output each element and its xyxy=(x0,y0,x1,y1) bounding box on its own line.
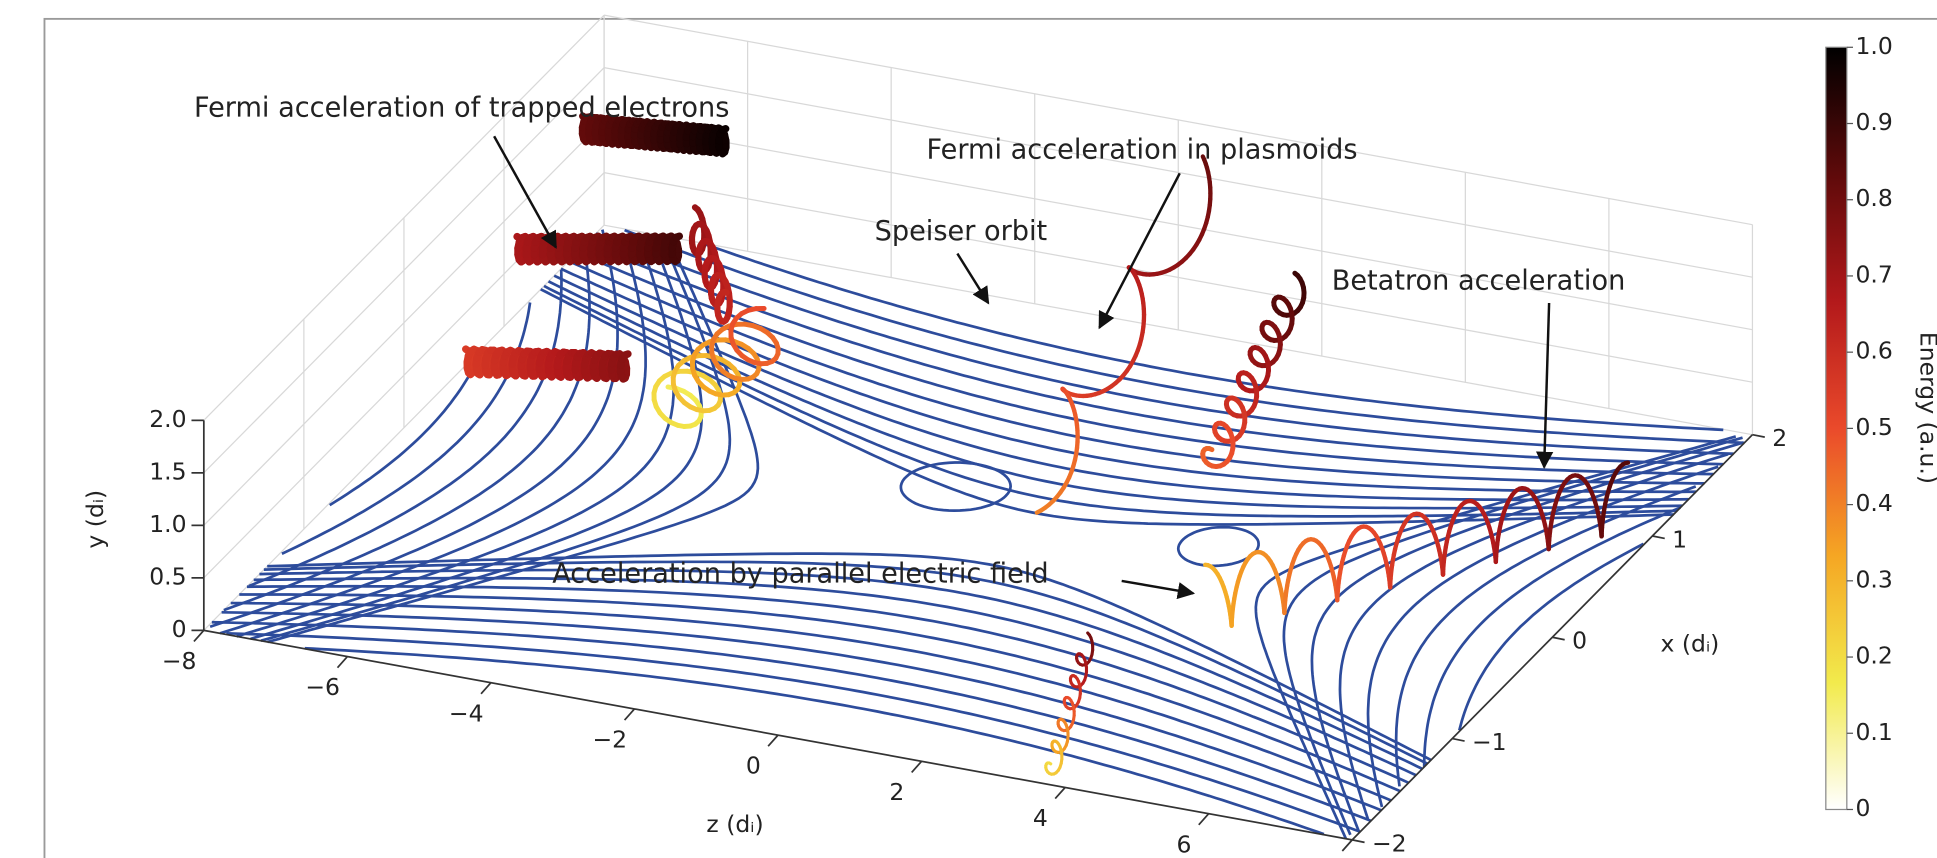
y-tick-label: 0.5 xyxy=(149,562,186,590)
z-tick xyxy=(481,683,491,694)
x-tick-label: 0 xyxy=(1572,627,1587,655)
z-tick-label: 0 xyxy=(746,752,761,780)
colorbar-tick-label: 0 xyxy=(1855,794,1870,822)
grid-line xyxy=(204,120,604,525)
colorbar-tick-label: 0.9 xyxy=(1855,108,1892,136)
arrow xyxy=(1544,303,1549,467)
z-tick-label: −8 xyxy=(162,647,197,675)
field-line xyxy=(259,570,1422,769)
annotation: Fermi acceleration of trapped electrons xyxy=(194,93,729,124)
x-tick xyxy=(1652,536,1664,538)
colorbar-tick-label: 0.7 xyxy=(1855,260,1892,288)
colorbar-tick-label: 0.3 xyxy=(1855,565,1892,593)
z-tick-label: 2 xyxy=(889,778,904,806)
z-tick-label: 6 xyxy=(1176,830,1191,858)
chart: 00.51.01.52.0−8−6−4−202468−2−1012 Fermi … xyxy=(0,0,1937,858)
x-tick-label: 2 xyxy=(1772,424,1787,452)
z-tick xyxy=(625,709,635,720)
annotation: Speiser orbit xyxy=(875,216,1048,247)
arrow xyxy=(1099,173,1179,327)
arrow xyxy=(1122,581,1194,593)
z-tick-label: 4 xyxy=(1033,804,1048,832)
annotation: Fermi acceleration in plasmoids xyxy=(926,135,1357,166)
arrow xyxy=(957,254,988,303)
annotation: Betatron acceleration xyxy=(1332,265,1626,296)
colorbar-tick-label: 0.1 xyxy=(1855,718,1892,746)
x-tick-label: 1 xyxy=(1672,525,1687,553)
colorbar-fill xyxy=(1826,47,1847,809)
colorbar-tick-label: 0.6 xyxy=(1855,337,1892,365)
trajectory-segment xyxy=(676,236,679,237)
field-line xyxy=(249,270,561,586)
annotation: Acceleration by parallel electric field xyxy=(552,558,1048,589)
field-line xyxy=(282,303,530,554)
trajectory-segment xyxy=(722,129,725,130)
z-tick-label: −2 xyxy=(592,726,627,754)
x-tick xyxy=(1352,840,1364,842)
y-tick-label: 0 xyxy=(172,615,187,643)
x-tick xyxy=(1552,637,1564,639)
y-tick-label: 1.5 xyxy=(149,457,186,485)
colorbar-tick-label: 0.5 xyxy=(1855,413,1892,441)
y-axis-label: y (dᵢ) xyxy=(81,490,109,549)
z-tick xyxy=(1055,787,1065,798)
colorbar: 0 0.1 0.2 0.3 0.4 0.5 0.6 0.7 0.8 0.9 1.0 xyxy=(1826,32,1893,822)
z-tick xyxy=(912,761,922,772)
x-tick-label: −2 xyxy=(1372,829,1407,857)
z-tick xyxy=(768,735,778,746)
z-tick xyxy=(194,630,204,641)
y-tick-label: 2.0 xyxy=(149,405,186,433)
x-tick xyxy=(1752,435,1764,437)
colorbar-label: Energy (a.u.) xyxy=(1915,332,1937,484)
trajectory-segment xyxy=(625,354,628,355)
colorbar-tick-label: 0.2 xyxy=(1855,642,1892,670)
z-tick xyxy=(337,657,347,668)
colorbar-tick-label: 1.0 xyxy=(1855,32,1892,60)
x-tick-label: −1 xyxy=(1472,728,1507,756)
trajectory-segment xyxy=(1049,763,1051,764)
colorbar-tick-label: 0.4 xyxy=(1855,489,1892,517)
field-line xyxy=(222,612,1382,810)
trajectory-segment xyxy=(1209,449,1212,450)
z-tick xyxy=(1342,840,1352,851)
y-tick-label: 1.0 xyxy=(149,510,186,538)
field-line xyxy=(224,250,590,610)
x-axis-label: x (dᵢ) xyxy=(1661,630,1720,658)
colorbar-tick-label: 0.8 xyxy=(1855,184,1892,212)
z-tick-label: −4 xyxy=(449,699,484,727)
page: {"chart_data": { "type": "3d-trajectorie… xyxy=(0,0,1937,858)
x-tick xyxy=(1452,739,1464,741)
trajectory-segment xyxy=(1037,510,1041,512)
field-lines xyxy=(210,230,1744,839)
z-tick-label: −6 xyxy=(305,673,340,701)
z-tick xyxy=(1199,814,1209,825)
z-axis-label: z (dᵢ) xyxy=(706,810,763,838)
